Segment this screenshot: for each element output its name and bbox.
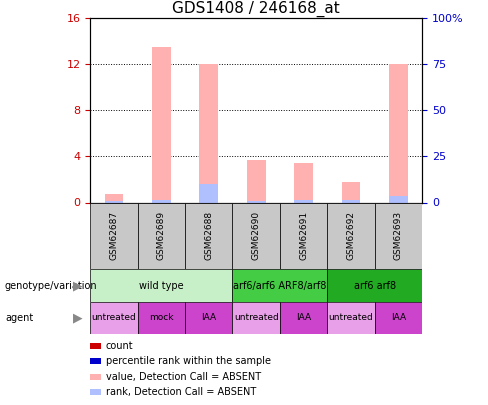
Text: GSM62688: GSM62688 [204,211,213,260]
Text: untreated: untreated [234,313,279,322]
Bar [138,202,185,269]
Bar [247,160,265,202]
Bar [90,269,232,302]
Text: GSM62692: GSM62692 [346,211,356,260]
Text: GSM62691: GSM62691 [299,211,308,260]
Bar [90,302,138,334]
Bar [294,163,313,202]
Bar [247,201,265,202]
Bar [232,269,327,302]
Bar [232,302,280,334]
Text: count: count [106,341,134,351]
Bar [342,182,361,202]
Text: arf6 arf8: arf6 arf8 [354,281,396,290]
Bar [280,202,327,269]
Bar [199,184,218,202]
Bar [375,302,422,334]
Text: GSM62689: GSM62689 [157,211,166,260]
Text: IAA: IAA [296,313,311,322]
Text: GSM62690: GSM62690 [252,211,261,260]
Bar [375,202,422,269]
Bar [138,302,185,334]
Bar [104,194,123,202]
Bar [152,47,171,202]
Bar [294,200,313,202]
Bar [327,202,375,269]
Bar [185,302,232,334]
Bar [104,201,123,202]
Text: mock: mock [149,313,174,322]
Bar [185,202,232,269]
Text: ▶: ▶ [73,311,83,324]
Bar [389,64,408,202]
Text: rank, Detection Call = ABSENT: rank, Detection Call = ABSENT [106,387,256,397]
Bar [327,269,422,302]
Text: agent: agent [5,313,33,323]
Title: GDS1408 / 246168_at: GDS1408 / 246168_at [172,1,340,17]
Text: value, Detection Call = ABSENT: value, Detection Call = ABSENT [106,372,261,382]
Text: ▶: ▶ [73,279,83,292]
Bar [327,302,375,334]
Text: percentile rank within the sample: percentile rank within the sample [106,356,271,366]
Text: IAA: IAA [201,313,216,322]
Bar [232,202,280,269]
Text: untreated: untreated [328,313,373,322]
Text: IAA: IAA [391,313,406,322]
Bar [90,202,138,269]
Text: untreated: untreated [92,313,136,322]
Text: wild type: wild type [139,281,183,290]
Bar [152,200,171,202]
Text: GSM62693: GSM62693 [394,211,403,260]
Text: arf6/arf6 ARF8/arf8: arf6/arf6 ARF8/arf8 [233,281,326,290]
Bar [389,196,408,202]
Bar [280,302,327,334]
Bar [199,64,218,202]
Text: GSM62687: GSM62687 [109,211,119,260]
Bar [342,200,361,202]
Text: genotype/variation: genotype/variation [5,281,98,290]
